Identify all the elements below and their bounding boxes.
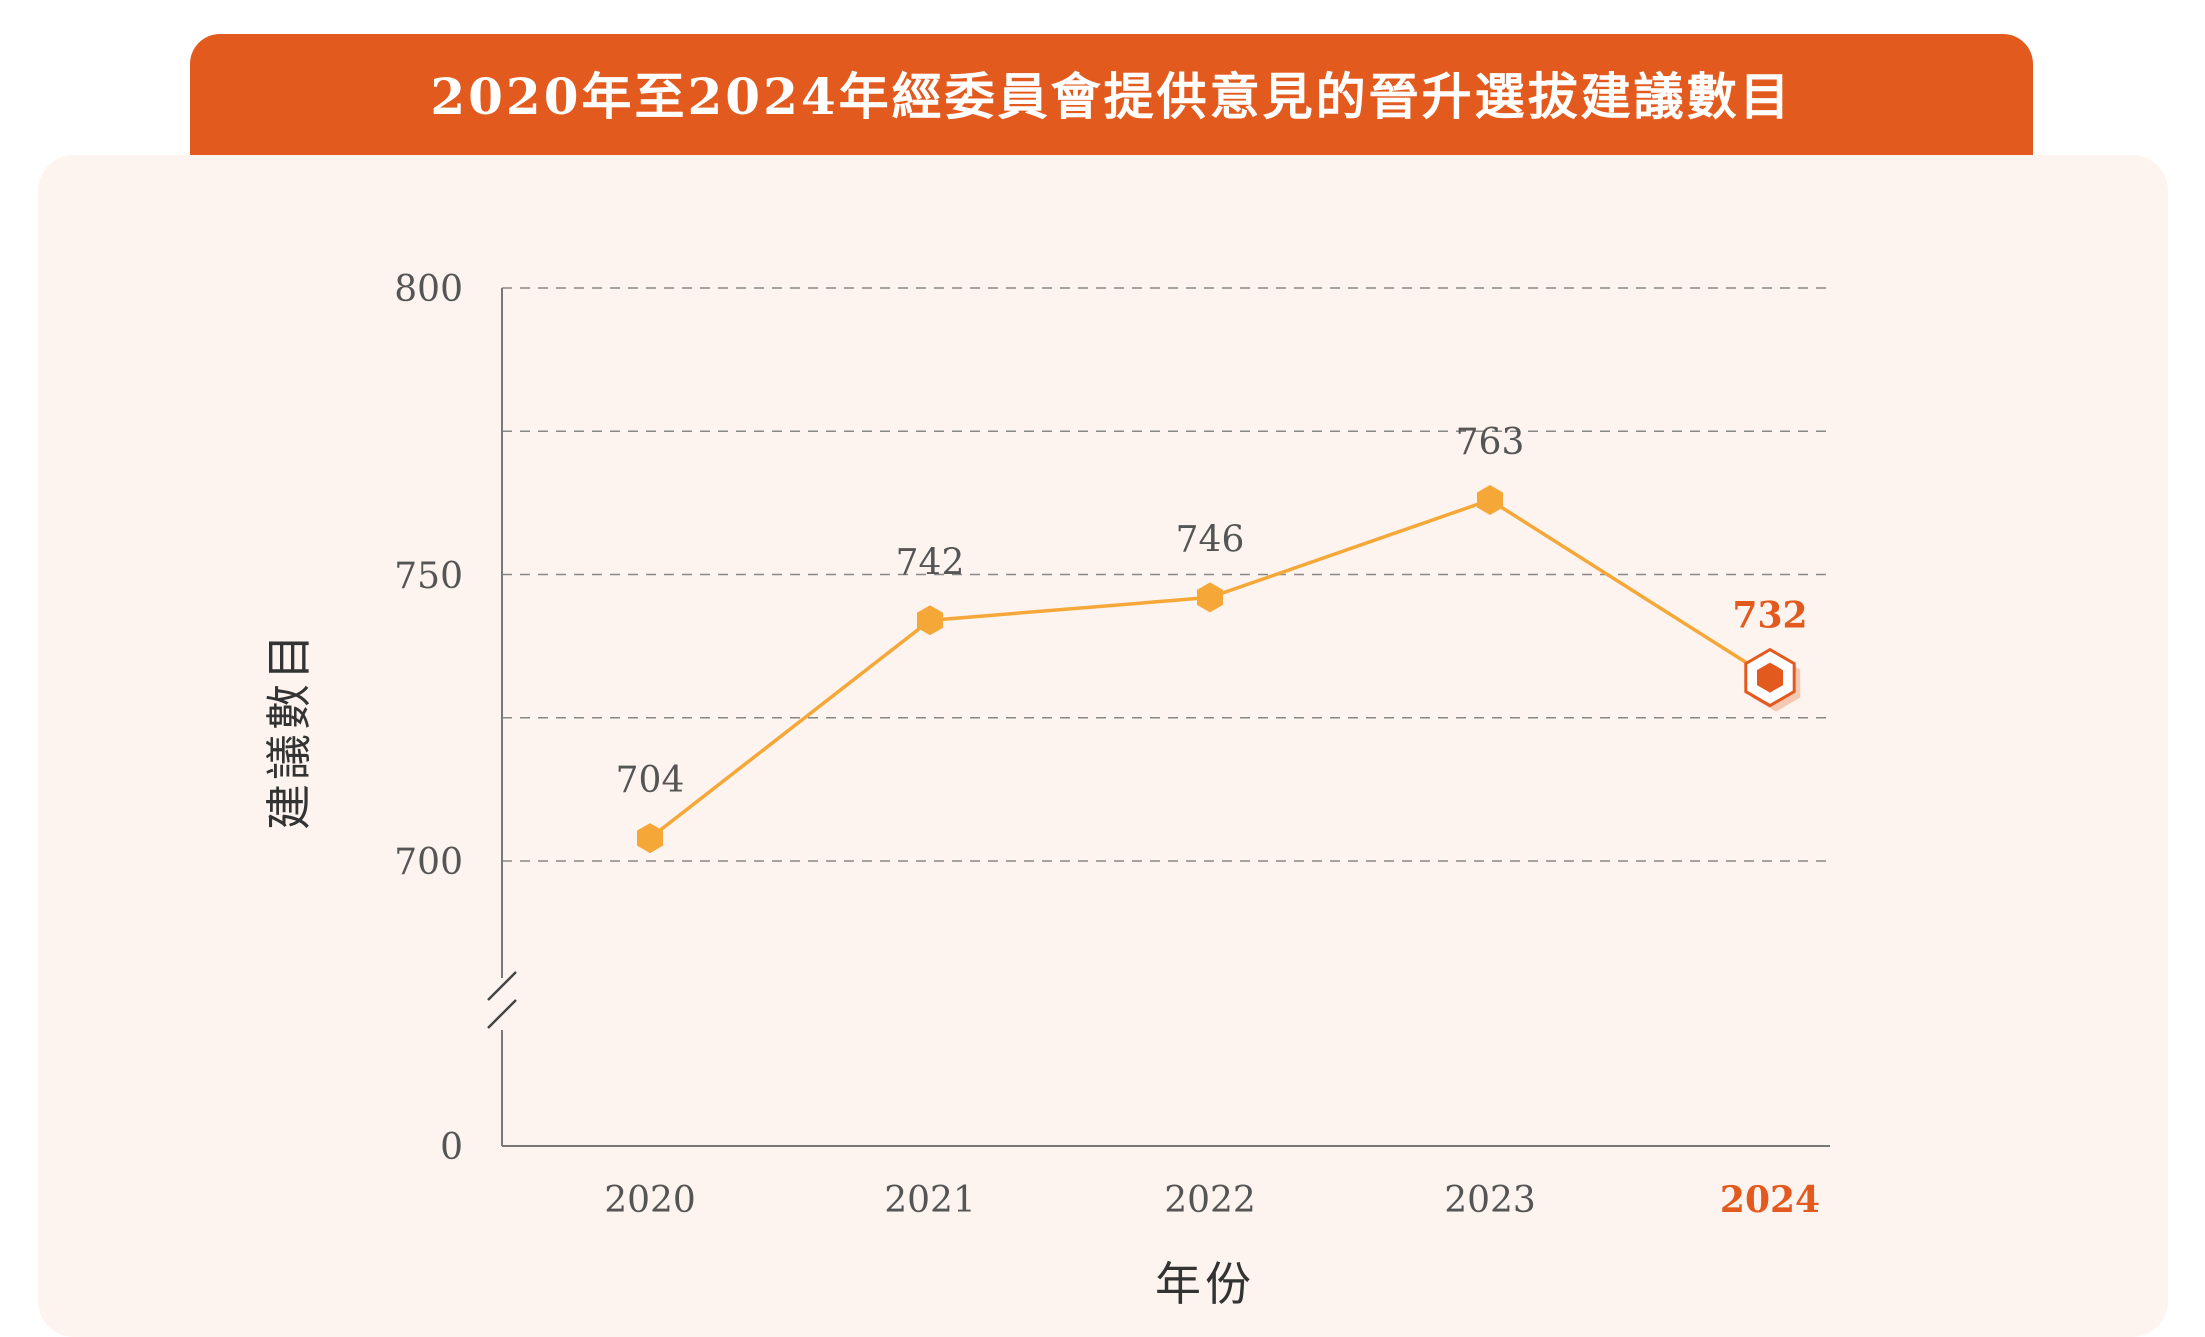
y-tick-label: 800 [394, 269, 463, 310]
data-label: 746 [1176, 519, 1245, 560]
chart-panel [38, 155, 2168, 1337]
chart-title: 2020年至2024年經委員會提供意見的晉升選拔建議數目 [430, 67, 1793, 126]
data-labels: 704 742 746 763 732 [616, 422, 1808, 801]
data-point [1757, 662, 1783, 693]
y-axis-title: 建議數目 [262, 630, 316, 830]
y-tick-label: 750 [394, 556, 463, 597]
axis-break-mark [487, 971, 517, 1001]
data-label: 704 [616, 760, 685, 801]
data-markers [637, 485, 1801, 854]
y-tick-label: 0 [440, 1127, 463, 1168]
axes [487, 288, 1830, 1147]
data-point [917, 605, 943, 636]
data-point [637, 823, 663, 854]
data-point [1477, 485, 1503, 515]
x-tick-label: 2024 [1720, 1179, 1820, 1221]
data-point [1197, 582, 1223, 613]
data-label: 742 [896, 542, 965, 583]
axis-break-mark [487, 999, 517, 1029]
x-tick-label: 2020 [604, 1180, 696, 1221]
x-tick-labels: 2020 2021 2022 2023 2024 [604, 1179, 1820, 1221]
y-tick-label: 700 [394, 842, 463, 883]
data-label: 732 [1732, 595, 1807, 637]
x-tick-label: 2023 [1444, 1180, 1536, 1221]
x-tick-label: 2022 [1164, 1180, 1256, 1221]
data-label: 763 [1456, 422, 1525, 463]
gridlines [502, 287, 1830, 862]
y-tick-labels: 0 700 750 800 [394, 269, 463, 1168]
x-axis-title: 年份 [1155, 1257, 1255, 1311]
x-tick-label: 2021 [884, 1180, 976, 1221]
title-bar: 2020年至2024年經委員會提供意見的晉升選拔建議數目 [190, 34, 2033, 158]
